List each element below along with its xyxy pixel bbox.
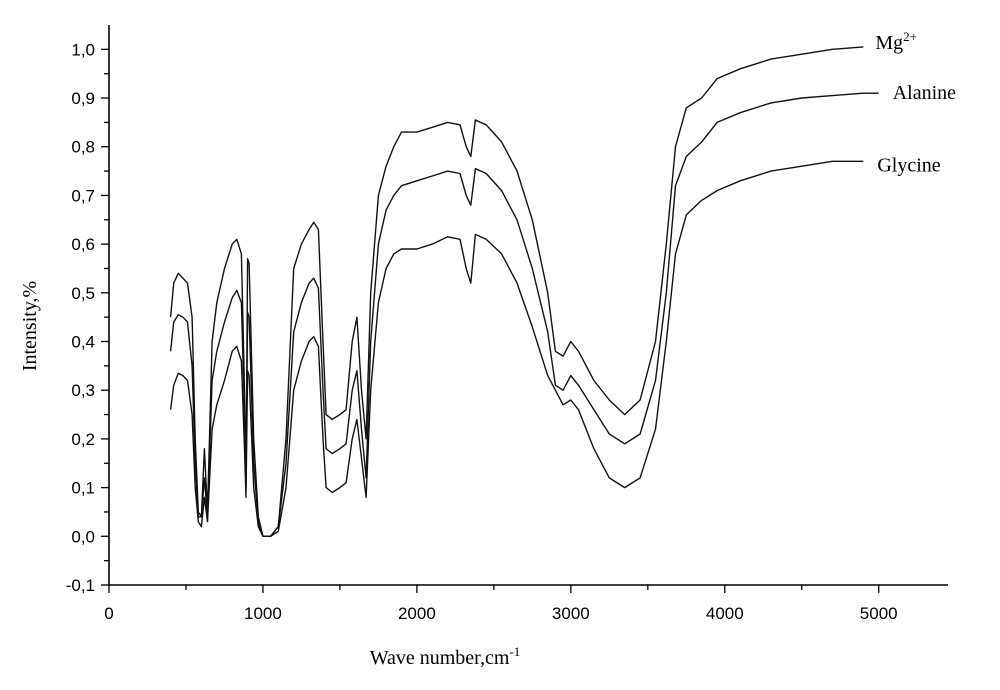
series-label: Glycine	[877, 154, 940, 176]
y-tick-label: 0,7	[71, 186, 95, 205]
y-tick-label: 0,1	[71, 479, 95, 498]
y-tick-label: 0,4	[71, 333, 95, 352]
y-tick-label: 0,9	[71, 89, 95, 108]
series-label: Mg2+	[875, 29, 917, 54]
series-group	[169, 46, 879, 537]
y-tick-label: 1,0	[71, 40, 95, 59]
y-tick-label: 0,6	[71, 235, 95, 254]
x-tick-label: 1000	[244, 604, 282, 623]
y-tick-label: 0,8	[71, 138, 95, 157]
series-label: Alanine	[893, 82, 956, 104]
series-labels: Mg2+ Alanine Glycine	[875, 29, 956, 176]
y-tick-label: 0,0	[71, 527, 95, 546]
x-tick-label: 2000	[398, 604, 436, 623]
y-tick-label: 0,5	[71, 284, 95, 303]
y-tick-label: 0,3	[71, 381, 95, 400]
x-axis-title: Wave number,cm-1	[370, 644, 521, 669]
y-ticks: -0,1 0,0 0,1 0,2 0,3 0,4 0,5 0,6 0,7 0,8 0,9 1,0	[66, 40, 109, 595]
series-line-glycine	[169, 160, 864, 537]
axes	[108, 25, 948, 586]
series-line-alanine	[169, 92, 879, 537]
x-tick-label: 4000	[706, 604, 744, 623]
y-tick-label: 0,2	[71, 430, 95, 449]
y-tick-label: -0,1	[66, 576, 95, 595]
y-axis-title: Intensity,%	[19, 281, 41, 371]
x-ticks: 0 1000 2000 3000 4000 5000	[104, 585, 898, 623]
series-line-mg2	[169, 46, 864, 537]
x-tick-label: 3000	[552, 604, 590, 623]
x-tick-label: 0	[104, 604, 113, 623]
x-tick-label: 5000	[860, 604, 898, 623]
